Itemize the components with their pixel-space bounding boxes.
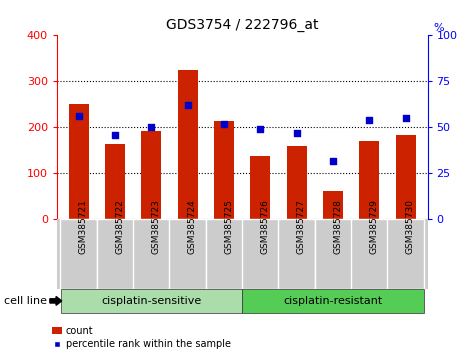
- Text: cisplatin-resistant: cisplatin-resistant: [284, 296, 383, 306]
- Text: GSM385727: GSM385727: [297, 199, 306, 254]
- Bar: [105, 143, 125, 219]
- Point: [256, 126, 264, 132]
- Text: cell line: cell line: [4, 296, 48, 306]
- Bar: [214, 120, 234, 219]
- Text: GSM385724: GSM385724: [188, 199, 197, 254]
- Point: [366, 117, 373, 123]
- Point: [184, 103, 191, 108]
- Text: cisplatin-sensitive: cisplatin-sensitive: [101, 296, 201, 306]
- Bar: [142, 131, 162, 219]
- Bar: [250, 156, 270, 219]
- Text: GSM385722: GSM385722: [115, 199, 124, 254]
- Legend: count, percentile rank within the sample: count, percentile rank within the sample: [52, 326, 231, 349]
- Point: [402, 115, 409, 121]
- Bar: [178, 70, 198, 219]
- Text: GSM385729: GSM385729: [370, 199, 379, 254]
- Text: %: %: [433, 23, 444, 33]
- Text: GSM385730: GSM385730: [406, 199, 415, 254]
- Point: [148, 125, 155, 130]
- Bar: [323, 191, 343, 219]
- Point: [220, 121, 228, 127]
- Text: GSM385725: GSM385725: [224, 199, 233, 254]
- Point: [329, 158, 337, 164]
- Bar: [69, 103, 89, 219]
- Point: [111, 132, 119, 138]
- Text: GSM385726: GSM385726: [260, 199, 269, 254]
- Bar: [287, 146, 307, 219]
- Title: GDS3754 / 222796_at: GDS3754 / 222796_at: [166, 18, 319, 32]
- Text: GSM385721: GSM385721: [79, 199, 88, 254]
- Point: [75, 114, 83, 119]
- Text: GSM385723: GSM385723: [152, 199, 161, 254]
- Bar: [396, 135, 416, 219]
- Bar: [360, 141, 380, 219]
- Point: [293, 130, 301, 136]
- Text: GSM385728: GSM385728: [333, 199, 342, 254]
